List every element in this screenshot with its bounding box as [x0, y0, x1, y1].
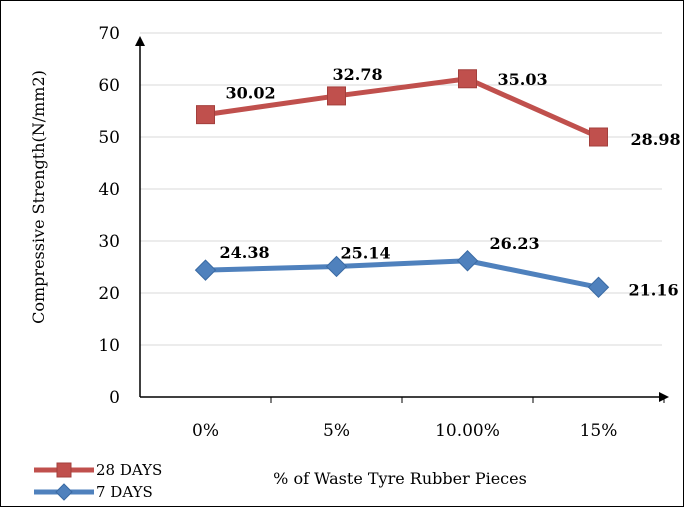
- x-tick-label: 0%: [192, 421, 219, 441]
- gridlines: [140, 32, 662, 346]
- series-line: [205, 258, 599, 290]
- series-marker-diamond: [325, 255, 348, 278]
- y-axis-title: Compressive Strength(N/mm2): [29, 70, 48, 324]
- legend: 28 DAYS 7 DAYS: [34, 461, 162, 501]
- data-label: 35.03: [498, 70, 548, 89]
- y-tick-label: 60: [98, 76, 120, 96]
- data-label: 25.14: [341, 243, 391, 262]
- series-marker-diamond: [587, 276, 610, 298]
- series-marker-square: [196, 105, 215, 125]
- x-axis-title: % of Waste Tyre Rubber Pieces: [273, 469, 527, 488]
- data-label: 26.23: [490, 234, 540, 253]
- series-marker-diamond: [456, 250, 479, 272]
- series-28-days: [196, 69, 608, 147]
- x-tick-label: 10.00%: [435, 421, 500, 441]
- y-tick-label: 40: [98, 180, 120, 200]
- y-tick-label: 50: [98, 128, 120, 148]
- x-tick-label: 15%: [580, 421, 618, 441]
- data-label: 28.98: [631, 130, 681, 149]
- series-marker-square: [458, 69, 477, 89]
- legend-label: 7 DAYS: [96, 483, 153, 501]
- data-label: 32.78: [333, 65, 383, 84]
- data-label: 30.02: [226, 84, 276, 103]
- series-marker-diamond: [55, 483, 73, 501]
- series-marker-diamond: [194, 259, 217, 281]
- data-label: 21.16: [629, 280, 679, 299]
- x-tick-label: 5%: [323, 421, 350, 441]
- axes: 0 10 20 30 40 50 60 70 0% 5% 10.00% 15%: [98, 24, 669, 441]
- series-7-days: [194, 250, 610, 298]
- series-marker-square: [327, 86, 346, 106]
- series-layer: [194, 69, 610, 298]
- y-tick-label: 20: [98, 284, 120, 304]
- legend-label: 28 DAYS: [96, 461, 162, 479]
- y-tick-label: 30: [98, 232, 120, 252]
- series-line: [205, 76, 600, 140]
- data-label: 24.38: [220, 243, 270, 262]
- y-tick-label: 0: [109, 388, 120, 408]
- y-tick-label: 70: [98, 24, 120, 44]
- y-tick-label: 10: [98, 336, 120, 356]
- series-marker-square: [589, 127, 608, 147]
- data-labels: 30.02 32.78 35.03 28.98 24.38 25.14 26.23 21.16: [220, 65, 681, 299]
- series-marker-square: [56, 462, 72, 478]
